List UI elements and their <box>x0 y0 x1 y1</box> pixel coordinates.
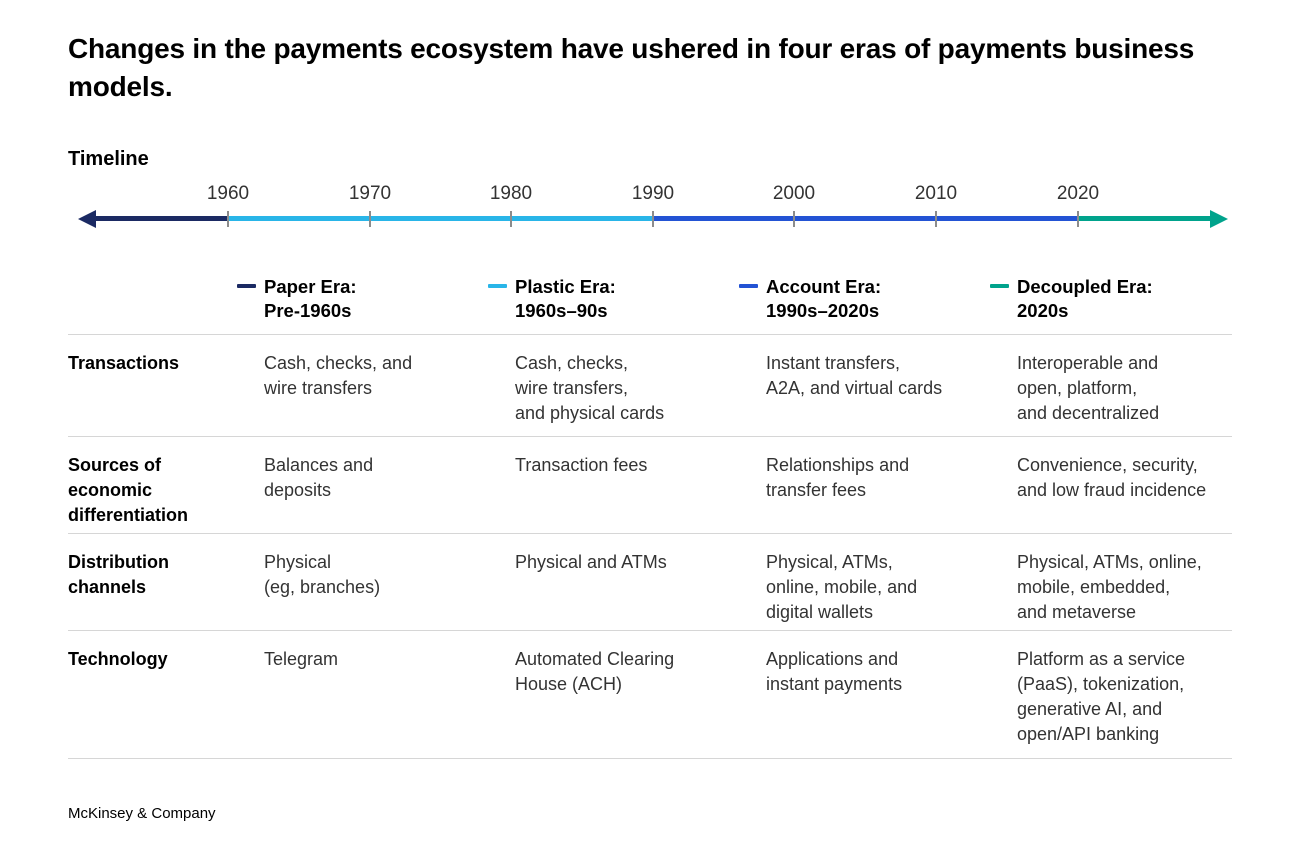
era-header-spacer <box>68 275 237 323</box>
table-cell: Cash, checks, wire transfers, and physic… <box>515 353 665 423</box>
table-cell: Telegram <box>264 649 339 669</box>
era-period: 1960s–90s <box>515 300 608 321</box>
table-cell: Physical and ATMs <box>515 552 667 572</box>
era-comparison-table: Transactions Cash, checks, and wire tran… <box>68 334 1232 759</box>
footer-brand: McKinsey & Company <box>68 805 216 822</box>
timeline-segment-paper <box>92 216 228 221</box>
year-tick-label: 1990 <box>631 183 675 204</box>
era-period: Pre-1960s <box>264 300 352 321</box>
table-cell: Platform as a service (PaaS), tokenizati… <box>1017 649 1186 744</box>
era-legend-dash-icon <box>739 284 758 288</box>
arrow-right-icon <box>1210 210 1228 228</box>
timeline-label: Timeline <box>68 148 149 170</box>
table-cell: Physical, ATMs, online, mobile, embedded… <box>1017 552 1202 622</box>
timeline-segment-decoupled <box>1078 216 1214 221</box>
table-cell: Automated Clearing House (ACH) <box>515 649 675 694</box>
year-tick-label: 2000 <box>772 183 816 204</box>
table-cell: Applications and instant payments <box>766 649 903 694</box>
table-cell: Cash, checks, and wire transfers <box>264 353 413 398</box>
era-name: Decoupled Era: <box>1017 276 1153 297</box>
timeline-segment-account <box>653 216 1078 221</box>
table-row-sources: Sources of economic differentiation Bala… <box>68 436 1232 533</box>
era-header-plastic: Plastic Era: 1960s–90s <box>488 275 739 323</box>
axis-tick <box>1077 211 1079 227</box>
table-cell: Relationships and transfer fees <box>766 455 910 500</box>
axis-tick <box>935 211 937 227</box>
era-period: 2020s <box>1017 300 1069 321</box>
timeline-axis: 1960 1970 1980 1990 2000 2010 2020 <box>68 183 1232 231</box>
axis-tick <box>227 211 229 227</box>
era-name: Plastic Era: <box>515 276 616 297</box>
table-row-distribution: Distribution channels Physical (eg, bran… <box>68 533 1232 630</box>
axis-tick <box>369 211 371 227</box>
page-title: Changes in the payments ecosystem have u… <box>68 33 1195 102</box>
row-label: Sources of economic differentiation <box>68 455 188 525</box>
timeline-segment-plastic <box>228 216 653 221</box>
era-legend-dash-icon <box>237 284 256 288</box>
year-tick-label: 2010 <box>914 183 958 204</box>
axis-tick <box>793 211 795 227</box>
era-name: Paper Era: <box>264 276 357 297</box>
row-label: Transactions <box>68 353 180 373</box>
year-tick-label: 1960 <box>206 183 250 204</box>
row-label: Technology <box>68 649 168 669</box>
era-period: 1990s–2020s <box>766 300 880 321</box>
table-cell: Transaction fees <box>515 455 648 475</box>
axis-tick <box>652 211 654 227</box>
table-cell: Convenience, security, and low fraud inc… <box>1017 455 1207 500</box>
table-cell: Instant transfers, A2A, and virtual card… <box>766 353 943 398</box>
table-row-transactions: Transactions Cash, checks, and wire tran… <box>68 334 1232 436</box>
year-tick-label: 1970 <box>348 183 392 204</box>
year-tick-label: 2020 <box>1056 183 1100 204</box>
row-label: Distribution channels <box>68 552 169 597</box>
arrow-left-icon <box>78 210 96 228</box>
era-legend-dash-icon <box>488 284 507 288</box>
era-header-row: Paper Era: Pre-1960s Plastic Era: 1960s–… <box>68 275 1232 323</box>
exhibit-page: Changes in the payments ecosystem have u… <box>68 0 1232 822</box>
era-name: Account Era: <box>766 276 882 297</box>
era-header-account: Account Era: 1990s–2020s <box>739 275 990 323</box>
axis-tick <box>510 211 512 227</box>
era-legend-dash-icon <box>990 284 1009 288</box>
table-row-technology: Technology Telegram Automated Clearing H… <box>68 630 1232 759</box>
era-header-paper: Paper Era: Pre-1960s <box>237 275 488 323</box>
table-cell: Balances and deposits <box>264 455 374 500</box>
year-tick-label: 1980 <box>489 183 533 204</box>
table-cell: Interoperable and open, platform, and de… <box>1017 353 1160 423</box>
era-header-decoupled: Decoupled Era: 2020s <box>990 275 1232 323</box>
table-cell: Physical (eg, branches) <box>264 552 381 597</box>
table-cell: Physical, ATMs, online, mobile, and digi… <box>766 552 918 622</box>
